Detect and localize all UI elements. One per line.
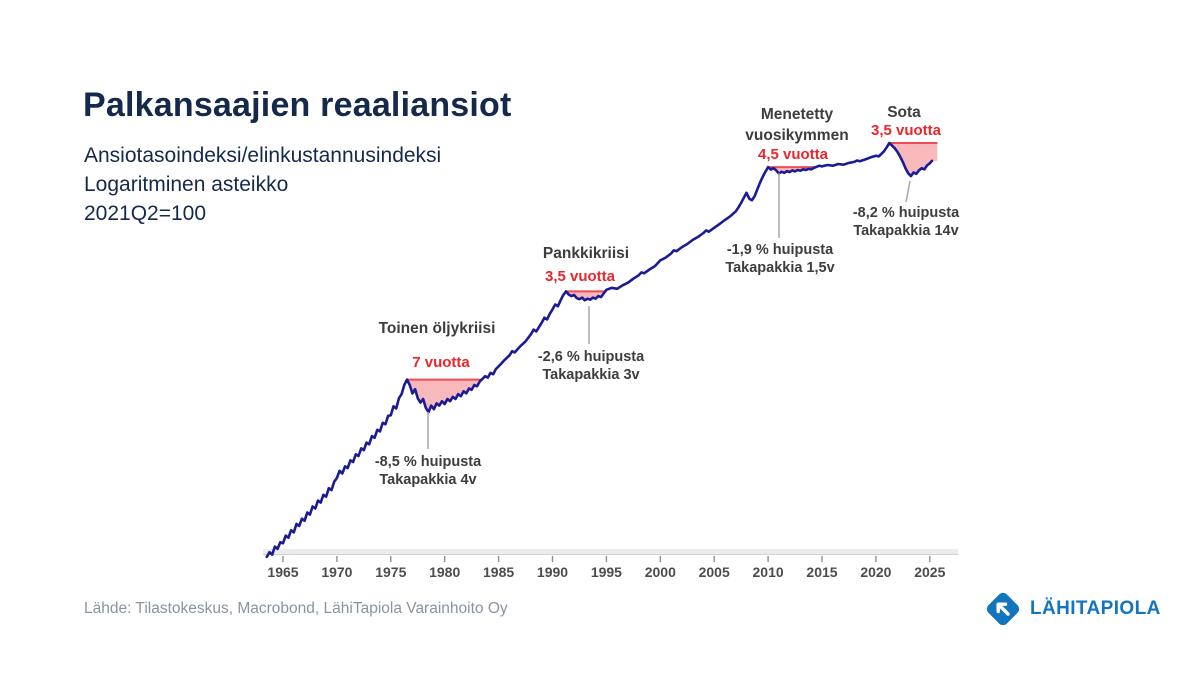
leader-line-war	[905, 180, 911, 203]
chart-subtitle: Ansiotasoindeksi/elinkustannusindeksi Lo…	[84, 141, 441, 228]
source-text: Lähde: Tilastokeskus, Macrobond, LähiTap…	[84, 600, 508, 617]
real-earnings-line	[265, 141, 934, 559]
lahitapiola-logo-mark	[986, 592, 1020, 626]
lahitapiola-logo: LÄHITAPIOLA	[983, 589, 1161, 629]
subtitle-line-3: 2021Q2=100	[84, 202, 207, 225]
drawdown-area-war	[889, 143, 938, 177]
subtitle-line-2: Logaritminen asteikko	[84, 173, 289, 196]
x-axis-line	[263, 549, 958, 554]
page-title: Palkansaajien reaaliansiot	[83, 86, 512, 124]
lahitapiola-logo-text: LÄHITAPIOLA	[1030, 598, 1161, 619]
subtitle-line-1: Ansiotasoindeksi/elinkustannusindeksi	[84, 144, 442, 167]
